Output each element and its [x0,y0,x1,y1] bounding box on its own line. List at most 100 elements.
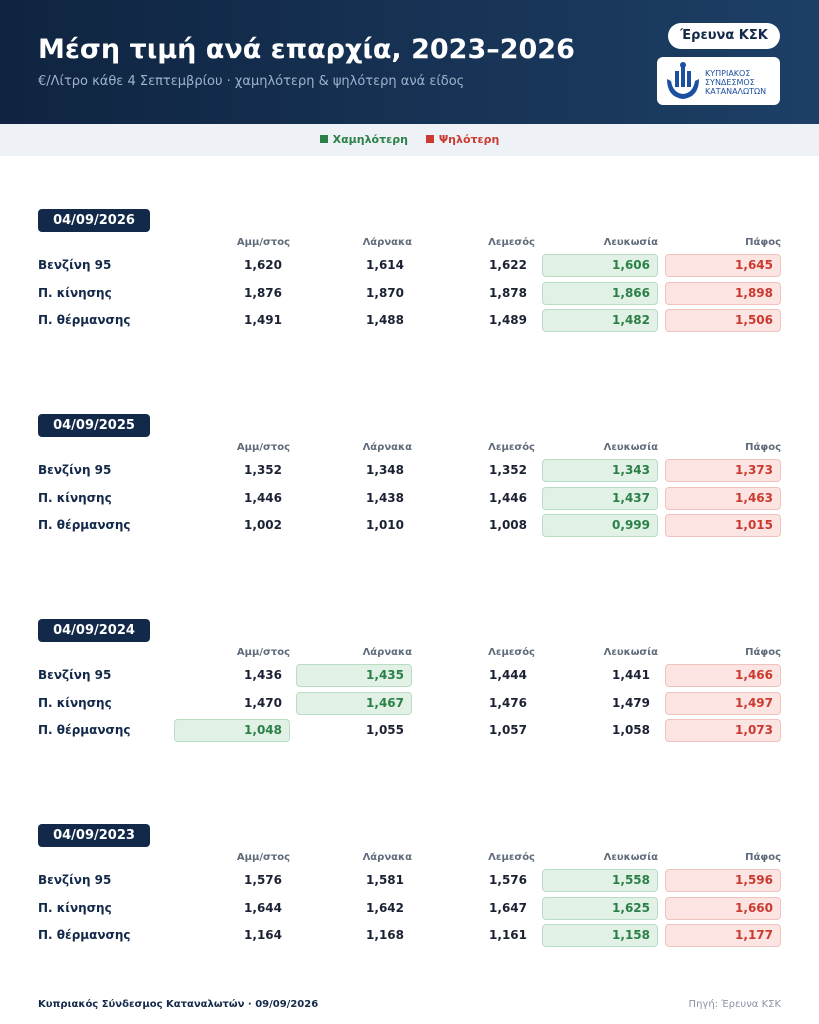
price-cell: 1,466 [665,664,781,687]
price-cell: 1,441 [612,668,650,682]
column-header: Πάφος [745,442,781,453]
row-label: Π. θέρμανσης [38,928,131,942]
price-cell: 1,467 [296,691,412,715]
price-cell: 1,437 [542,486,658,510]
price-cell: 1,343 [542,459,658,482]
price-cell: 1,660 [665,896,781,920]
column-header: Λάρνακα [362,442,412,453]
column-header: Αμμ/στος [236,442,290,453]
price-cell: 1,644 [244,900,282,915]
logo: ΚΥΠΡΙΑΚΟΣ ΣΥΝΔΕΣΜΟΣ ΚΑΤΑΝΑΛΩΤΩΝ [657,57,780,105]
subtitle: €/Λίτρο κάθε 4 Σεπτεμβρίου · χαμηλότερη … [38,74,465,89]
logo-line: ΚΑΤΑΝΑΛΩΤΩΝ [705,87,767,96]
price-cell: 1,436 [244,668,282,682]
price-cell: 1,898 [665,281,781,305]
price-cell: 1,177 [665,924,781,947]
footer-right: Πηγή: Έρευνα ΚΣΚ [688,999,781,1010]
column-header: Πάφος [745,647,781,658]
price-cell: 1,606 [542,254,658,277]
legend: Χαμηλότερη Ψηλότερη [0,124,819,156]
column-header: Λεμεσός [488,852,535,863]
price-cell: 1,614 [366,258,404,272]
row-label: Βενζίνη 95 [38,463,112,477]
column-header: Λάρνακα [362,647,412,658]
price-cell: 1,870 [366,285,404,300]
price-cell: 1,642 [366,900,404,915]
title: Μέση τιμή ανά επαρχία, 2023–2026 [38,34,575,65]
section-date: 04/09/2023 [38,824,150,847]
price-cell: 1,002 [244,518,282,532]
price-cell: 1,352 [489,463,527,477]
legend-low: Χαμηλότερη [332,133,408,146]
price-cell: 1,470 [244,695,282,710]
column-header: Λευκωσία [603,237,658,248]
column-header: Αμμ/στος [236,237,290,248]
column-header: Λεμεσός [488,237,535,248]
price-cell: 1,479 [612,695,650,710]
price-cell: 1,161 [489,928,527,942]
price-cell: 1,435 [296,664,412,687]
row-label: Βενζίνη 95 [38,873,112,887]
row-label: Π. θέρμανσης [38,723,131,737]
price-cell: 1,645 [665,254,781,277]
price-cell: 1,373 [665,459,781,482]
price-cell: 1,008 [489,518,527,532]
price-cell: 1,576 [244,873,282,887]
row-label: Π. κίνησης [38,900,112,915]
price-cell: 1,647 [489,900,527,915]
column-header: Λεμεσός [488,647,535,658]
price-cell: 1,048 [174,719,290,742]
column-header: Λεμεσός [488,442,535,453]
price-cell: 1,164 [244,928,282,942]
column-header: Αμμ/στος [236,852,290,863]
price-cell: 1,015 [665,514,781,537]
price-cell: 1,168 [366,928,404,942]
section-date: 04/09/2024 [38,619,150,642]
price-cell: 1,055 [366,723,404,737]
price-cell: 1,444 [489,668,527,682]
price-cell: 1,488 [366,313,404,327]
price-cell: 1,876 [244,285,282,300]
price-cell: 1,463 [665,486,781,510]
row-label: Π. θέρμανσης [38,518,131,532]
legend-high: Ψηλότερη [438,133,500,146]
price-cell: 1,576 [489,873,527,887]
column-header: Πάφος [745,852,781,863]
price-cell: 1,158 [542,924,658,947]
badge: Έρευνα ΚΣΚ [668,23,780,49]
column-header: Λευκωσία [603,442,658,453]
row-label: Π. κίνησης [38,490,112,505]
footer-left: Κυπριακός Σύνδεσμος Καταναλωτών · 09/09/… [38,999,319,1010]
price-cell: 1,348 [366,463,404,477]
row-label: Βενζίνη 95 [38,668,112,682]
price-cell: 1,352 [244,463,282,477]
price-cell: 1,878 [489,285,527,300]
section-date: 04/09/2026 [38,209,150,232]
price-cell: 1,497 [665,691,781,715]
price-cell: 1,438 [366,490,404,505]
price-cell: 1,558 [542,869,658,892]
price-cell: 0,999 [542,514,658,537]
price-cell: 1,620 [244,258,282,272]
logo-line: ΣΥΝΔΕΣΜΟΣ [705,78,755,87]
price-cell: 1,446 [489,490,527,505]
price-cell: 1,622 [489,258,527,272]
price-cell: 1,482 [542,309,658,332]
column-header: Αμμ/στος [236,647,290,658]
price-cell: 1,489 [489,313,527,327]
price-cell: 1,073 [665,719,781,742]
column-header: Λευκωσία [603,647,658,658]
column-header: Πάφος [745,237,781,248]
price-cell: 1,058 [612,723,650,737]
price-cell: 1,057 [489,723,527,737]
price-cell: 1,581 [366,873,404,887]
price-cell: 1,491 [244,313,282,327]
price-cell: 1,476 [489,695,527,710]
logo-line: ΚΥΠΡΙΑΚΟΣ [705,69,751,78]
column-header: Λευκωσία [603,852,658,863]
column-header: Λάρνακα [362,237,412,248]
price-cell: 1,010 [366,518,404,532]
price-cell: 1,625 [542,896,658,920]
section-date: 04/09/2025 [38,414,150,437]
column-header: Λάρνακα [362,852,412,863]
